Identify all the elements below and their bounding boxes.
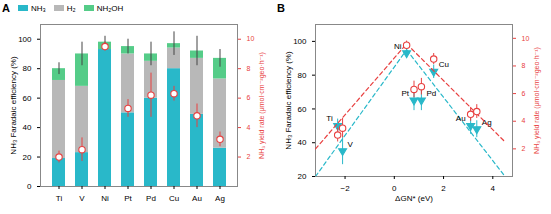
svg-text:2: 2 <box>247 153 251 160</box>
svg-text:40: 40 <box>298 138 307 147</box>
svg-text:20: 20 <box>23 153 32 162</box>
svg-text:100: 100 <box>293 37 307 46</box>
svg-text:V: V <box>79 194 85 203</box>
svg-text:10: 10 <box>247 35 255 42</box>
svg-text:8: 8 <box>522 62 526 69</box>
svg-text:4: 4 <box>491 184 496 193</box>
svg-text:0: 0 <box>27 182 32 191</box>
svg-text:NH₃ yield rate (μmol·cm⁻²geo·h: NH₃ yield rate (μmol·cm⁻²geo·h⁻¹) <box>258 52 266 159</box>
svg-text:Au: Au <box>192 194 202 203</box>
svg-text:Cu: Cu <box>439 60 449 69</box>
svg-text:60: 60 <box>23 94 32 103</box>
svg-text:V: V <box>348 140 354 149</box>
svg-text:NH₃ Faradaic efficiency (%): NH₃ Faradaic efficiency (%) <box>284 51 293 150</box>
svg-text:Ag: Ag <box>215 194 225 203</box>
svg-text:2: 2 <box>522 145 526 152</box>
svg-text:6: 6 <box>247 94 251 101</box>
svg-text:ΔGN* (eV): ΔGN* (eV) <box>395 194 433 203</box>
svg-text:Cu: Cu <box>169 194 179 203</box>
svg-text:Pt: Pt <box>124 194 132 203</box>
svg-text:20: 20 <box>298 172 307 181</box>
svg-text:4: 4 <box>522 117 526 124</box>
svg-text:Ni: Ni <box>394 42 402 51</box>
html-text:NH₂OH: NH₂OH <box>96 3 124 13</box>
svg-text:60: 60 <box>298 105 307 114</box>
svg-text:Ti: Ti <box>56 194 63 203</box>
html-text:B: B <box>277 2 285 14</box>
svg-text:4: 4 <box>247 124 251 131</box>
svg-text:NH₃ yield rate (μmol·cm⁻²geo·h: NH₃ yield rate (μmol·cm⁻²geo·h⁻¹) <box>533 47 541 154</box>
svg-text:0: 0 <box>392 184 397 193</box>
svg-text:Pt: Pt <box>401 89 409 98</box>
svg-text:80: 80 <box>298 71 307 80</box>
svg-text:NH₃ Faradaic efficiency (%): NH₃ Faradaic efficiency (%) <box>9 56 18 155</box>
svg-text:−2: −2 <box>340 184 350 193</box>
svg-text:Ag: Ag <box>482 118 492 127</box>
svg-text:Pd: Pd <box>426 89 436 98</box>
html-text:H₂: H₂ <box>66 3 76 13</box>
svg-text:6: 6 <box>522 90 526 97</box>
svg-text:40: 40 <box>23 123 32 132</box>
svg-text:100: 100 <box>18 35 32 44</box>
svg-text:8: 8 <box>247 65 251 72</box>
html-text:NH₃: NH₃ <box>31 3 46 13</box>
svg-text:2: 2 <box>441 184 446 193</box>
svg-text:Au: Au <box>456 114 466 123</box>
svg-text:10: 10 <box>522 35 530 42</box>
svg-text:80: 80 <box>23 64 32 73</box>
svg-text:Pd: Pd <box>146 194 156 203</box>
svg-text:Ti: Ti <box>326 114 333 123</box>
svg-text:Ni: Ni <box>101 194 109 203</box>
html-text:A: A <box>2 2 10 14</box>
